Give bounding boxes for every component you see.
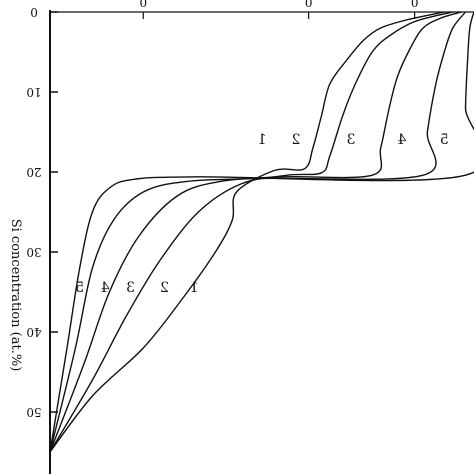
curve-4 (49, 11, 467, 453)
curve-label-5-lower: 5 (75, 280, 84, 296)
top-ticks: 0 0 0 (139, 0, 418, 19)
y-tick-label-50: 50 (26, 405, 41, 419)
y-axis-label: Si concentration (at.%) (8, 219, 23, 372)
y-tick-label-30: 30 (26, 245, 41, 259)
curve-label-2-upper: 2 (291, 132, 300, 148)
curve-5 (49, 11, 474, 453)
top-tick-label-1: 0 (305, 0, 313, 9)
curve-label-1-lower: 1 (190, 280, 199, 296)
y-ticks: 0 10 20 30 40 50 (26, 5, 58, 419)
curve-label-3-upper: 3 (347, 132, 356, 148)
curve-label-2-lower: 2 (160, 280, 169, 296)
curves (49, 11, 474, 453)
curve-label-5-upper: 5 (440, 132, 449, 148)
curve-label-3-lower: 3 (126, 280, 135, 296)
y-tick-label-10: 10 (26, 85, 41, 99)
curve-label-4-lower: 4 (101, 280, 110, 296)
curve-label-1-upper: 1 (258, 132, 267, 148)
top-tick-label-0: 0 (139, 0, 147, 9)
curve-1 (49, 11, 445, 453)
y-tick-label-40: 40 (26, 325, 41, 339)
y-tick-label-0: 0 (30, 5, 38, 19)
top-tick-label-2: 0 (411, 0, 419, 9)
curve-2 (49, 11, 453, 453)
y-tick-label-20: 20 (26, 165, 41, 179)
curve-3 (49, 11, 462, 453)
curve-label-4-upper: 4 (397, 132, 406, 148)
